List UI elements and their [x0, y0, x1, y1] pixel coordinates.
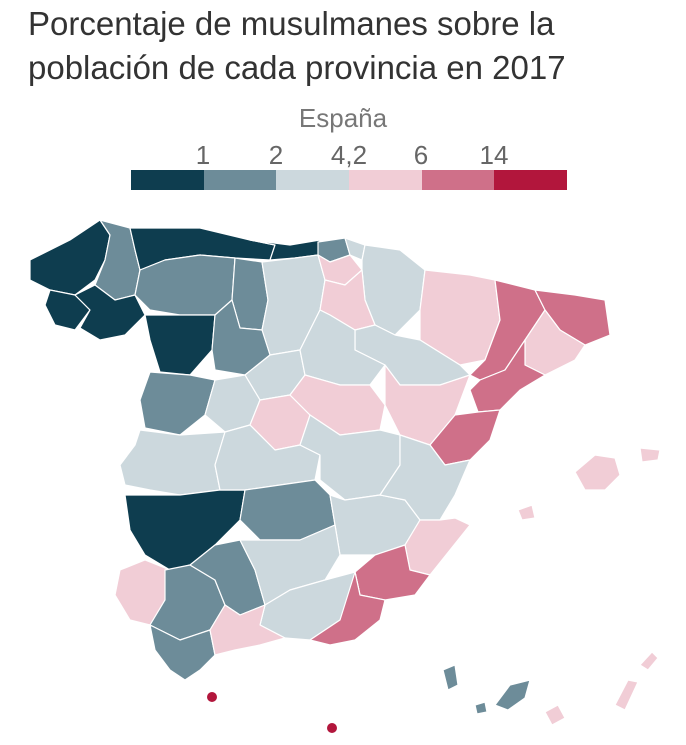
province-salamanca — [139, 371, 216, 436]
province-illes-balears-mallorca — [574, 454, 621, 491]
province-jaen — [239, 524, 341, 606]
province-zamora — [144, 314, 216, 376]
province-almeria — [309, 571, 386, 646]
legend-national-label: España — [298, 103, 388, 133]
province-illes-balears-menorca — [639, 447, 661, 463]
province-illes-balears-ibiza — [517, 504, 536, 521]
legend-tick-3: 4,2 — [330, 140, 368, 170]
legend-color-scale — [131, 170, 568, 190]
legend-swatch-5 — [421, 170, 495, 190]
province-caceres — [119, 429, 226, 496]
ceuta-marker — [207, 692, 217, 702]
province-santa-cruz-tenerife — [494, 679, 531, 711]
legend-tick-4: 6 — [413, 140, 429, 170]
melilla-marker — [327, 723, 337, 733]
legend-swatch-4 — [349, 170, 422, 190]
province-ourense — [74, 284, 146, 341]
province-malaga — [209, 604, 286, 656]
legend-tick-1: 1 — [195, 140, 211, 170]
province-cadiz — [149, 624, 216, 681]
legend-swatch-6 — [494, 170, 568, 190]
canary-inset-frame — [411, 634, 668, 745]
province-las-palmas-fuerteventura — [614, 679, 639, 711]
legend-ticks: 1 2 4,2 6 14 — [0, 140, 686, 170]
chart-title: Porcentaje de musulmanes sobre la poblac… — [28, 2, 668, 90]
province-las-palmas-gran-canaria — [544, 704, 566, 726]
province-santa-cruz-gomera — [474, 701, 488, 715]
province-a-coruna — [29, 219, 111, 296]
spain-province-map — [29, 219, 668, 745]
province-santa-cruz-la-palma — [442, 664, 459, 691]
legend-tick-2: 2 — [268, 140, 284, 170]
legend-swatch-2 — [203, 170, 277, 190]
legend-tick-5: 14 — [479, 140, 509, 170]
legend-swatch-3 — [276, 170, 350, 190]
province-las-palmas-lanzarote — [639, 651, 659, 671]
legend-swatch-1 — [131, 170, 204, 190]
title-line-1: Porcentaje de musulmanes sobre la — [28, 5, 555, 42]
title-line-2: población de cada provincia en 2017 — [28, 49, 566, 86]
